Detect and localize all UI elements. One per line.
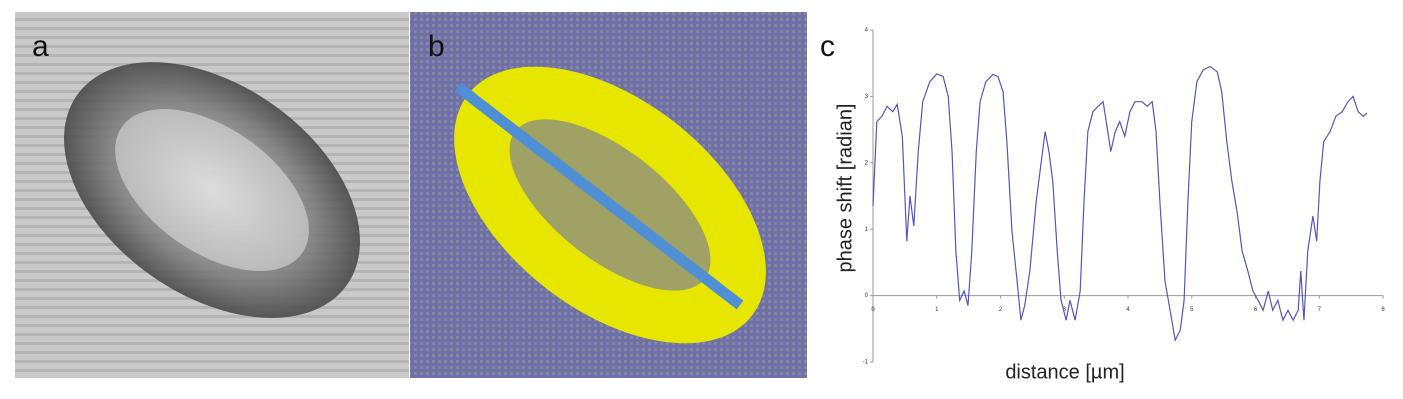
y-tick-label: 3: [865, 94, 869, 100]
panel-a-image: [15, 12, 409, 378]
data-line: [872, 65, 1368, 342]
x-tick-label: 6: [1254, 307, 1258, 313]
x-tick-label: 3: [1063, 307, 1067, 313]
y-tick-label: -1: [863, 360, 869, 366]
panel-label: a: [32, 30, 49, 63]
panel-b-image: [410, 12, 807, 378]
x-tick-label: 2: [999, 307, 1003, 313]
x-tick-label: 8: [1381, 307, 1385, 313]
x-tick-label: 4: [1126, 307, 1130, 313]
panel-label: c: [820, 30, 835, 63]
y-axis-label: phase shift [radian]: [834, 104, 856, 273]
y-tick-label: 2: [865, 160, 869, 166]
x-axis-label: distance [µm]: [1005, 361, 1124, 383]
x-tick-label: 1: [935, 307, 939, 313]
y-tick-label: 0: [865, 293, 869, 299]
y-tick-label: 1: [865, 227, 869, 233]
x-tick-label: 5: [1190, 307, 1194, 313]
x-tick-label: 0: [871, 307, 875, 313]
panel-label: b: [428, 30, 445, 63]
y-tick-label: 4: [865, 28, 869, 34]
x-tick-label: 7: [1318, 307, 1322, 313]
